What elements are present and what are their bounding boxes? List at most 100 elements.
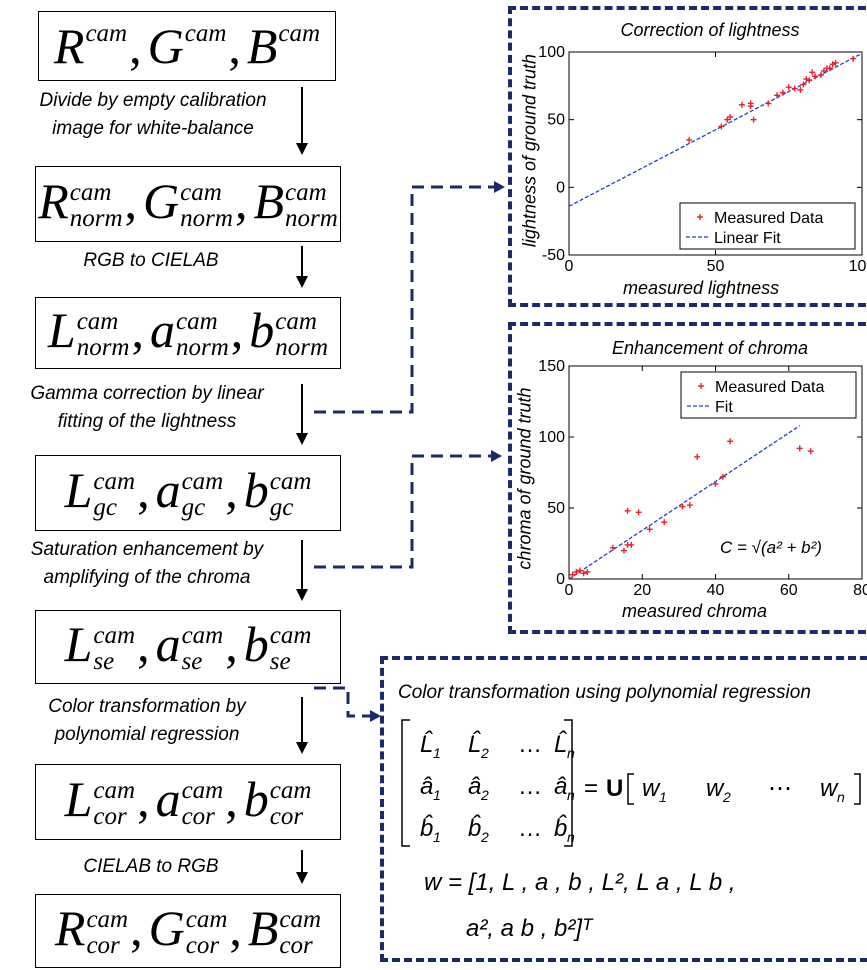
data-point (635, 509, 642, 516)
y-tick-label: 100 (538, 429, 565, 446)
w-subscript: n (837, 789, 845, 805)
chart1-xlabel: measured lightness (623, 278, 780, 298)
matrix-entry: â (554, 773, 567, 800)
flow-step4-label: Saturation enhancement by amplifying of t… (30, 539, 264, 588)
data-point (817, 72, 824, 79)
flow-arrow-4 (301, 540, 303, 591)
matrix-subscript: 1 (433, 829, 441, 845)
equation-title: Color transformation using polynomial re… (398, 682, 811, 703)
legend-label-fit: Linear Fit (714, 230, 781, 247)
flow-arrowhead-1 (296, 143, 308, 155)
matrix-entry: b̂ (420, 814, 433, 842)
legend-box (680, 371, 857, 419)
symbol-a: a cam gc (155, 461, 224, 522)
symbol-b: b cam norm (249, 301, 329, 362)
matrix-entry: â (420, 773, 433, 800)
fit-line (568, 52, 863, 207)
matrix-entry: L̂ (554, 730, 567, 758)
y-tick-label: 100 (538, 44, 565, 61)
chart2-xlabel: measured chroma (622, 601, 768, 621)
matrix-subscript: 2 (480, 787, 489, 803)
symbol-B: Bcam (246, 18, 321, 74)
matrix-bracket-right (564, 719, 573, 847)
data-point (580, 570, 587, 577)
data-point (686, 136, 693, 143)
data-point (724, 116, 731, 123)
matrix-bracket-left (401, 719, 410, 847)
data-point (832, 59, 839, 66)
x-tick-label: 60 (780, 582, 798, 599)
symbol-b: b cam cor (243, 770, 312, 831)
arrowhead-regression (370, 710, 381, 722)
x-tick-label: 50 (707, 258, 725, 275)
w-entry: w (706, 775, 725, 802)
connector-lightness (314, 185, 498, 414)
data-point (800, 81, 807, 88)
flow-arrowhead-6 (296, 872, 308, 884)
chart1-title: Correction of lightness (620, 20, 800, 40)
data-point (609, 544, 616, 551)
matrix-entry: … (518, 815, 542, 842)
legend-label-fit: Fit (715, 399, 733, 416)
data-point (820, 67, 827, 74)
data-point (850, 55, 857, 62)
x-tick-label: 20 (633, 582, 651, 599)
legend: Measured Data Fit (680, 371, 857, 419)
matrix-subscript: 1 (433, 745, 441, 761)
chroma-chart: 0 20 40 60 80 0 50 100 150 Measured Data Fit C = √(… (538, 358, 867, 599)
data-point (807, 448, 814, 455)
y-tick-label: 50 (547, 500, 565, 517)
symbol-b: b cam se (243, 615, 312, 676)
data-point (747, 103, 754, 110)
y-tick-label: -50 (542, 247, 565, 264)
matrix-entry: L̂ (420, 730, 433, 758)
legend-box (679, 202, 856, 250)
arrowhead-lightness (494, 181, 505, 193)
symbol-b: b cam gc (243, 461, 312, 522)
equals-sign: = (584, 775, 598, 802)
x-tick-label: 100 (849, 258, 867, 275)
data-point (765, 100, 772, 107)
data-point (774, 92, 781, 99)
data-point (694, 453, 701, 460)
data-point (797, 86, 804, 93)
matrix-subscript: 1 (433, 787, 441, 803)
data-point (679, 503, 686, 510)
w-bracket-left (627, 773, 634, 805)
data-point (785, 84, 792, 91)
flow-arrow-3 (301, 384, 303, 435)
data-point (796, 445, 803, 452)
connector-chroma (314, 454, 492, 569)
flow-arrow-5 (301, 697, 303, 744)
data-point (738, 101, 745, 108)
lightness-panel (508, 6, 867, 307)
matrix-subscript: n (567, 829, 575, 845)
flow-step5-label: Color transformation by polynomial regres… (48, 696, 246, 745)
data-point (719, 473, 726, 480)
data-point (727, 438, 734, 445)
y-tick-label: 50 (547, 112, 565, 129)
flow-arrow-1 (301, 87, 303, 145)
data-point (646, 526, 653, 533)
data-point (624, 507, 631, 514)
data-point (628, 541, 635, 548)
matrix-entry: … (518, 731, 542, 758)
y-tick-label: 150 (538, 358, 565, 375)
w-entry: w (820, 775, 839, 802)
flow-step3-label: Gamma correction by linear fitting of the… (30, 383, 264, 432)
symbol-a: a cam cor (155, 770, 224, 831)
chroma-formula: C = √(a² + b²) (720, 538, 822, 557)
y-tick-label: 0 (556, 571, 565, 588)
data-point (576, 567, 583, 574)
matrix-subscript: 2 (480, 745, 489, 761)
matrix-entry: b̂ (468, 814, 481, 842)
